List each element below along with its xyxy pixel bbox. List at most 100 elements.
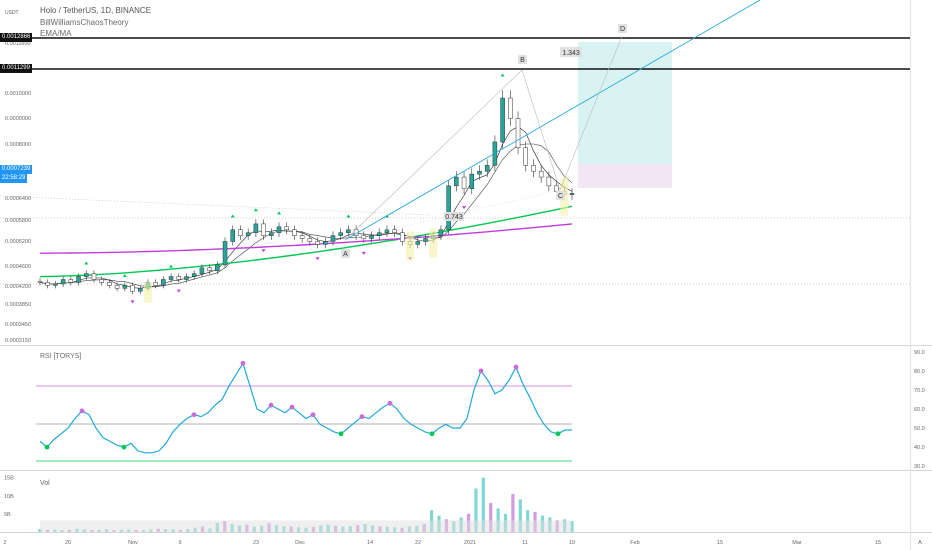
price-axis-label: 0.0008000 bbox=[5, 142, 31, 148]
volume-bar bbox=[489, 503, 493, 532]
candle bbox=[477, 170, 482, 175]
price-axis-label: 0.0011600 bbox=[5, 41, 31, 47]
price-axis-label: 0.0005200 bbox=[5, 239, 31, 245]
price-axis-label: 0.0010000 bbox=[5, 91, 31, 97]
candle bbox=[68, 279, 74, 283]
squat-highlight bbox=[429, 228, 438, 258]
rsi-peak-dot bbox=[240, 360, 246, 366]
rsi-peak-dot bbox=[387, 400, 393, 406]
candle bbox=[515, 118, 521, 149]
fractal-up-marker bbox=[346, 214, 351, 218]
candle bbox=[299, 235, 305, 239]
fractal-up-marker bbox=[230, 214, 235, 218]
level-tag-second: 0.0011299 bbox=[0, 64, 32, 73]
candle bbox=[438, 229, 444, 236]
candle bbox=[207, 267, 212, 271]
volume-panel: 15B 10B 5B bbox=[4, 476, 574, 532]
trendline-blue bbox=[344, 0, 761, 241]
fractal-down-marker bbox=[176, 289, 181, 293]
rsi-peak-dot bbox=[310, 412, 316, 418]
rsi-axis-label: 40.0 bbox=[914, 445, 925, 451]
candle bbox=[392, 229, 397, 233]
ma-purple bbox=[40, 223, 573, 254]
price-axis-label: 0.0004600 bbox=[5, 264, 31, 270]
rsi-axis-label: 90.0 bbox=[914, 350, 925, 356]
candle bbox=[245, 232, 251, 236]
candle bbox=[191, 273, 197, 277]
candle bbox=[461, 176, 467, 190]
fractal-up-marker bbox=[500, 73, 505, 77]
ma-green bbox=[39, 205, 573, 278]
time-axis-label: 15 bbox=[875, 540, 881, 546]
candle bbox=[261, 223, 266, 236]
candle bbox=[446, 185, 451, 231]
candle bbox=[531, 165, 536, 172]
time-axis: 2 20 Nov 9 23 Dec 14 22 2021 11 19 Feb 15 Mar 15 A bbox=[3, 540, 922, 546]
rsi-peak-dot bbox=[513, 364, 519, 370]
pattern-line-bc bbox=[521, 69, 561, 191]
time-axis-label: A bbox=[918, 540, 922, 546]
candle bbox=[292, 229, 297, 236]
volume-axis-label: 5B bbox=[4, 512, 11, 518]
candle bbox=[114, 285, 120, 289]
fractal-up-marker bbox=[253, 208, 258, 212]
indicator-ema-ma: EMA/MA bbox=[40, 29, 72, 38]
candle bbox=[315, 241, 320, 245]
volume-axis-label: 10B bbox=[4, 494, 14, 500]
candle bbox=[376, 232, 382, 236]
rsi-peak-dot bbox=[478, 368, 484, 374]
label-d: D bbox=[618, 24, 627, 33]
candle bbox=[91, 273, 97, 280]
fractal-up-marker bbox=[169, 264, 174, 268]
indicator-bwct: BillWilliamsChaosTheory bbox=[40, 18, 129, 27]
svg-text:B: B bbox=[520, 57, 525, 64]
candle bbox=[484, 165, 490, 172]
volume-bar bbox=[474, 488, 478, 532]
fractal-down-marker bbox=[261, 249, 266, 253]
candle bbox=[384, 229, 390, 233]
price-axis-label: 0.0003450 bbox=[5, 322, 31, 328]
time-axis-label: 2021 bbox=[464, 540, 476, 546]
level-tag-top: 0.0012866 bbox=[0, 33, 33, 42]
candle bbox=[215, 264, 220, 271]
alligator-lips bbox=[39, 126, 573, 289]
rsi-peak-dot bbox=[289, 404, 295, 410]
time-axis-label: Dec bbox=[295, 540, 305, 546]
candle bbox=[276, 226, 282, 233]
volume-title: Vol bbox=[40, 480, 50, 487]
time-axis-label: 20 bbox=[65, 540, 71, 546]
time-axis-label: 14 bbox=[367, 540, 373, 546]
candle bbox=[330, 235, 336, 242]
candle bbox=[107, 282, 112, 286]
time-axis-label: Feb bbox=[630, 540, 639, 546]
candle bbox=[84, 273, 89, 277]
label-b: B bbox=[518, 55, 527, 64]
time-axis-label: 19 bbox=[569, 540, 575, 546]
candle bbox=[99, 279, 104, 283]
candle bbox=[423, 238, 428, 242]
candle bbox=[307, 238, 313, 242]
candle bbox=[369, 235, 374, 239]
rsi-trough-dot bbox=[338, 431, 344, 437]
svg-text:A: A bbox=[343, 251, 348, 258]
candle bbox=[508, 97, 513, 119]
pattern-line-ab bbox=[344, 69, 523, 241]
candle bbox=[122, 285, 128, 289]
candle bbox=[76, 276, 81, 283]
candle bbox=[184, 276, 189, 280]
stop-zone bbox=[578, 164, 672, 188]
currency-badge: USDT bbox=[5, 10, 19, 16]
time-axis-label: 23 bbox=[253, 540, 259, 546]
candle bbox=[538, 170, 544, 178]
price-axis-label: 0.0009000 bbox=[5, 116, 31, 122]
profit-zone bbox=[578, 42, 672, 164]
rsi-axis-label: 50.0 bbox=[914, 426, 925, 432]
pattern-line-ac bbox=[344, 189, 561, 241]
time-axis-label: 2 bbox=[3, 540, 6, 546]
rsi-panel: 90.0 80.0 70.0 60.0 50.0 40.0 30.0 bbox=[36, 350, 925, 470]
candle bbox=[500, 97, 505, 143]
fractal-down-marker bbox=[130, 300, 135, 304]
rsi-axis-label: 60.0 bbox=[914, 407, 925, 413]
symbol-title: Holo / TetherUS, 1D, BINANCE bbox=[40, 6, 152, 15]
